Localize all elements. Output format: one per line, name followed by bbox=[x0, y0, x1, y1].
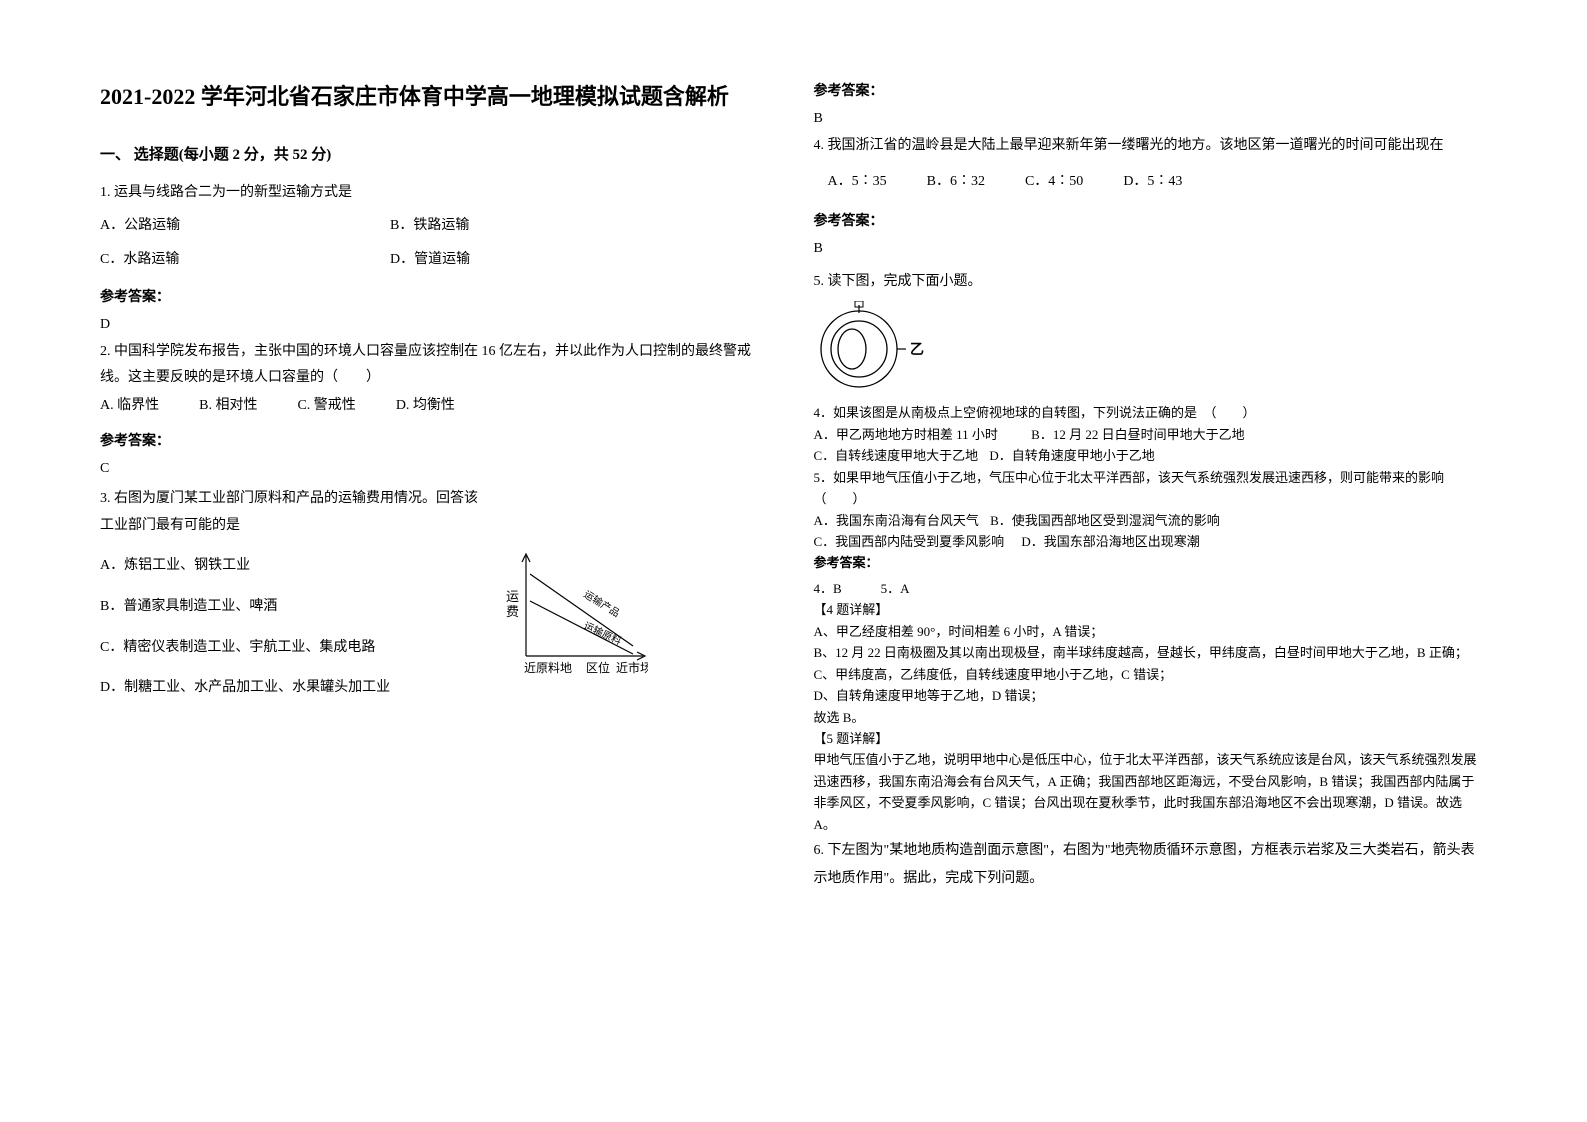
q5-sub4: 4．如果该图是从南极点上空俯视地球的自转图，下列说法正确的是 （ ） bbox=[814, 402, 1488, 423]
q5-sub4A: A．甲乙两地地方时相差 11 小时 bbox=[814, 427, 998, 442]
q5-sub4D: D．自转角速度甲地小于乙地 bbox=[989, 448, 1154, 463]
q5-diagram: 乙 bbox=[814, 301, 1488, 396]
q3-text-block: 3. 右图为厦门某工业部门原料和产品的运输费用情况。回答该工业部门最有可能的是 … bbox=[100, 486, 490, 702]
q3-line2-label: 运输原料 bbox=[582, 619, 624, 648]
q4-optC: C．4∶50 bbox=[1025, 168, 1083, 196]
q5-sub5D: D．我国东部沿海地区出现寒潮 bbox=[1021, 534, 1199, 549]
q3-stem: 3. 右图为厦门某工业部门原料和产品的运输费用情况。回答该工业部门最有可能的是 bbox=[100, 486, 490, 539]
q2-optA: A. 临界性 bbox=[100, 392, 159, 420]
q5-answer: 4．B 5．A bbox=[814, 578, 1488, 599]
detail4A: A、甲乙经度相差 90°，时间相差 6 小时，A 错误； bbox=[814, 621, 1488, 642]
detail4B: B、12 月 22 日南极圈及其以南出现极昼，南半球纬度越高，昼越长，甲纬度高，… bbox=[814, 642, 1488, 663]
left-column: 2021-2022 学年河北省石家庄市体育中学高一地理模拟试题含解析 一、 选择… bbox=[100, 80, 774, 1082]
q5-sub5-row2: C．我国西部内陆受到夏季风影响 D．我国东部沿海地区出现寒潮 bbox=[814, 531, 1488, 552]
q6-stem: 6. 下左图为"某地地质构造剖面示意图"，右图为"地壳物质循环示意图，方框表示岩… bbox=[814, 837, 1488, 893]
mid-circle bbox=[831, 321, 887, 377]
q1-answer-label: 参考答案： bbox=[100, 286, 774, 306]
q1-optC: C．水路运输 bbox=[100, 245, 330, 276]
q3-xleft: 近原料地 bbox=[524, 661, 572, 675]
detail5-header: 【5 题详解】 bbox=[814, 728, 1488, 749]
q5-sub5C: C．我国西部内陆受到夏季风影响 bbox=[814, 534, 1005, 549]
q3-answer: B bbox=[814, 108, 1488, 130]
q1-options-row1: A．公路运输 B．铁路运输 bbox=[100, 211, 774, 242]
exam-title: 2021-2022 学年河北省石家庄市体育中学高一地理模拟试题含解析 bbox=[100, 80, 774, 113]
q5-sub5A: A．我国东南沿海有台风天气 bbox=[814, 513, 979, 528]
q4-optD: D．5∶43 bbox=[1123, 168, 1182, 196]
detail4C: C、甲纬度高，乙纬度低，自转线速度甲地小于乙地，C 错误； bbox=[814, 664, 1488, 685]
q5-sub5: 5．如果甲地气压值小于乙地，气压中心位于北太平洋西部，该天气系统强烈发展迅速西移… bbox=[814, 467, 1488, 510]
q2-answer-label: 参考答案： bbox=[100, 430, 774, 450]
section-header: 一、 选择题(每小题 2 分，共 52 分) bbox=[100, 143, 774, 164]
detail5: 甲地气压值小于乙地，说明甲地中心是低压中心，位于北太平洋西部，该天气系统应该是台… bbox=[814, 749, 1488, 835]
q5-sub5-row1: A．我国东南沿海有台风天气 B．使我国西部地区受到湿润气流的影响 bbox=[814, 510, 1488, 531]
q2-optD: D. 均衡性 bbox=[396, 392, 455, 420]
q4-optA: A．5∶35 bbox=[828, 168, 887, 196]
q5-sub4B: B．12 月 22 日白昼时间甲地大于乙地 bbox=[1031, 427, 1244, 442]
q5-sub4C: C．自转线速度甲地大于乙地 bbox=[814, 448, 979, 463]
label-yi: 乙 bbox=[910, 342, 924, 358]
q3-optB: B．普通家具制造工业、啤酒 bbox=[100, 594, 490, 621]
detail4-header: 【4 题详解】 bbox=[814, 599, 1488, 620]
q2-optC: C. 警戒性 bbox=[297, 392, 355, 420]
q2-answer: C bbox=[100, 458, 774, 480]
q1-options-row2: C．水路运输 D．管道运输 bbox=[100, 245, 774, 276]
outer-circle bbox=[821, 311, 897, 387]
q5-stem: 5. 读下图，完成下面小题。 bbox=[814, 269, 1488, 296]
q4-answer-label: 参考答案： bbox=[814, 210, 1488, 230]
q5-sub4-row2: C．自转线速度甲地大于乙地 D．自转角速度甲地小于乙地 bbox=[814, 445, 1488, 466]
q4-stem: 4. 我国浙江省的温岭县是大陆上最早迎来新年第一缕曙光的地方。该地区第一道曙光的… bbox=[814, 132, 1488, 160]
q3-optC: C．精密仪表制造工业、宇航工业、集成电路 bbox=[100, 635, 490, 662]
q3-chart-ylabel-2: 费 bbox=[506, 604, 519, 619]
q1-optD: D．管道运输 bbox=[390, 245, 470, 276]
q1-answer: D bbox=[100, 314, 774, 336]
q1-stem: 1. 运具与线路合二为一的新型运输方式是 bbox=[100, 180, 774, 207]
q3-optA: A．炼铝工业、钢铁工业 bbox=[100, 553, 490, 580]
q3-optD: D．制糖工业、水产品加工业、水果罐头加工业 bbox=[100, 675, 490, 702]
q4-optB: B．6∶32 bbox=[927, 168, 985, 196]
detail4Sel: 故选 B。 bbox=[814, 707, 1488, 728]
q3-chart: 运 费 运输产品 运输原料 近原料地 区位 bbox=[498, 546, 648, 686]
q5-sub4-row1: A．甲乙两地地方时相差 11 小时 B．12 月 22 日白昼时间甲地大于乙地 bbox=[814, 424, 1488, 445]
q2-stem: 2. 中国科学院发布报告，主张中国的环境人口容量应该控制在 16 亿左右，并以此… bbox=[100, 339, 774, 392]
q1-optB: B．铁路运输 bbox=[390, 211, 469, 242]
q5-sub5B: B．使我国西部地区受到湿润气流的影响 bbox=[990, 513, 1220, 528]
inner-ellipse bbox=[838, 329, 866, 369]
q4-options: A．5∶35 B．6∶32 C．4∶50 D．5∶43 bbox=[814, 168, 1488, 196]
q2-options: A. 临界性 B. 相对性 C. 警戒性 D. 均衡性 bbox=[100, 392, 774, 420]
q3-xmid: 区位 bbox=[586, 660, 610, 675]
q3-answer-label: 参考答案： bbox=[814, 80, 1488, 100]
q3-xright: 近市场 bbox=[616, 660, 648, 675]
right-column: 参考答案： B 4. 我国浙江省的温岭县是大陆上最早迎来新年第一缕曙光的地方。该… bbox=[814, 80, 1488, 1082]
q2-optB: B. 相对性 bbox=[199, 392, 257, 420]
detail4D: D、自转角速度甲地等于乙地，D 错误； bbox=[814, 685, 1488, 706]
q4-answer: B bbox=[814, 238, 1488, 260]
q3-chart-ylabel: 运 bbox=[506, 589, 519, 604]
q1-optA: A．公路运输 bbox=[100, 211, 330, 242]
q5-answer-label: 参考答案： bbox=[814, 552, 1488, 573]
